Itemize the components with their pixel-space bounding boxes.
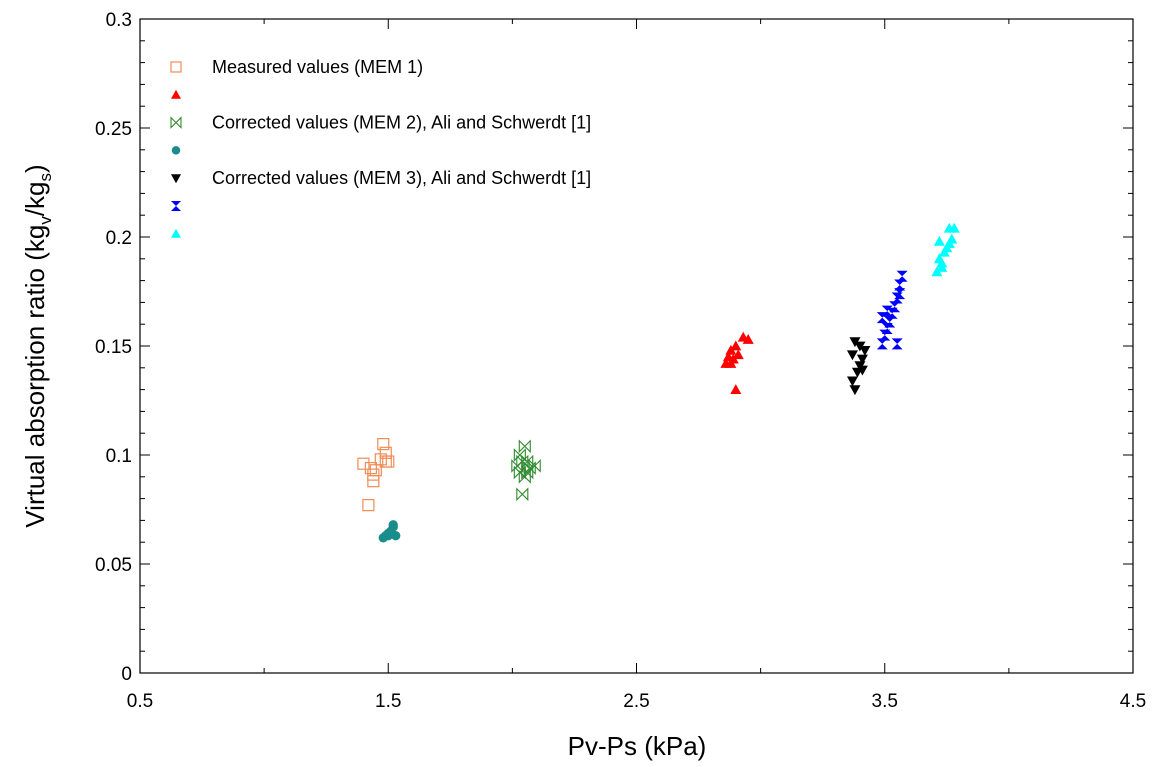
y-tick-label: 0.1 <box>106 446 132 467</box>
x-tick-label: 4.5 <box>1120 691 1146 712</box>
data-point <box>884 316 896 328</box>
data-point <box>876 338 888 350</box>
y-tick-label: 0.25 <box>95 119 132 140</box>
axis-ticks <box>139 18 1134 674</box>
series-2 <box>511 439 541 502</box>
data-point <box>377 438 390 451</box>
data-point <box>516 487 529 502</box>
data-point <box>516 454 529 469</box>
data-point <box>891 338 903 350</box>
legend-label: Measured values (MEM 1) <box>212 57 423 77</box>
data-point <box>362 499 375 512</box>
legend-marker <box>171 89 181 99</box>
data-point <box>383 530 393 541</box>
data-point <box>849 385 861 396</box>
data-point <box>856 354 868 365</box>
series-5 <box>876 270 908 350</box>
y-axis-title-mid: /kg <box>20 181 50 216</box>
data-point <box>856 365 868 376</box>
series-3 <box>378 520 401 543</box>
y-axis-title: Virtual absorption ratio (kgv/kgs) <box>20 164 55 527</box>
data-point <box>388 520 398 530</box>
series-6 <box>931 222 960 277</box>
y-tick-label: 0.3 <box>106 10 132 31</box>
data-point <box>936 257 948 268</box>
data-point <box>518 439 531 454</box>
y-axis-title-sub-v: v <box>36 216 55 225</box>
data-point <box>846 376 858 387</box>
legend-marker <box>170 61 182 73</box>
legend-marker <box>171 201 181 211</box>
data-point <box>846 350 858 361</box>
series-0 <box>357 438 395 512</box>
data-point <box>528 459 541 473</box>
data-point <box>367 468 380 481</box>
data-point <box>730 340 742 351</box>
axis-tick-labels: 0.5 1.5 2.5 3.5 4.5 0 0.05 0.1 0.15 0.2 0.25 0.3 <box>95 10 1146 712</box>
data-point <box>896 270 908 282</box>
data-markers <box>357 222 960 543</box>
data-point <box>391 530 401 541</box>
x-tick-label: 2.5 <box>623 691 649 712</box>
data-point <box>943 222 955 233</box>
data-point <box>357 457 370 470</box>
legend-marker <box>171 174 181 184</box>
data-point <box>382 455 395 468</box>
data-point <box>881 305 893 317</box>
data-point <box>518 469 531 484</box>
data-point <box>859 345 871 356</box>
data-point <box>946 233 958 244</box>
y-axis-title-sub-s: s <box>36 173 55 182</box>
data-point <box>367 475 380 488</box>
data-point <box>889 301 901 313</box>
data-point <box>732 349 744 360</box>
x-tick-label: 0.5 <box>127 691 153 712</box>
data-point <box>742 333 754 344</box>
x-tick-label: 1.5 <box>375 691 401 712</box>
data-point <box>933 235 945 246</box>
data-point <box>725 357 737 368</box>
y-axis-title-end: ) <box>20 164 50 173</box>
y-tick-label: 0.15 <box>95 337 132 358</box>
legend-label: Corrected values (MEM 3), Ali and Schwer… <box>212 168 591 188</box>
y-tick-label: 0.2 <box>106 228 132 249</box>
legend-marker <box>170 116 182 129</box>
y-tick-label: 0.05 <box>95 555 132 576</box>
data-point <box>521 465 534 480</box>
y-tick-label: 0 <box>121 664 132 685</box>
series-1 <box>720 331 754 394</box>
y-axis-title-main: Virtual absorption ratio (kg <box>20 225 50 528</box>
series-4 <box>846 337 871 396</box>
data-point <box>894 279 906 291</box>
data-point <box>730 384 742 394</box>
legend: Measured values (MEM 1) Corrected values … <box>170 57 591 238</box>
x-axis-title: Pv-Ps (kPa) <box>568 731 707 761</box>
legend-marker <box>171 228 181 238</box>
data-point <box>894 288 906 300</box>
x-tick-label: 3.5 <box>872 691 898 712</box>
legend-marker <box>171 146 181 155</box>
data-point <box>379 446 392 459</box>
legend-label: Corrected values (MEM 2), Ali and Schwer… <box>212 113 591 133</box>
